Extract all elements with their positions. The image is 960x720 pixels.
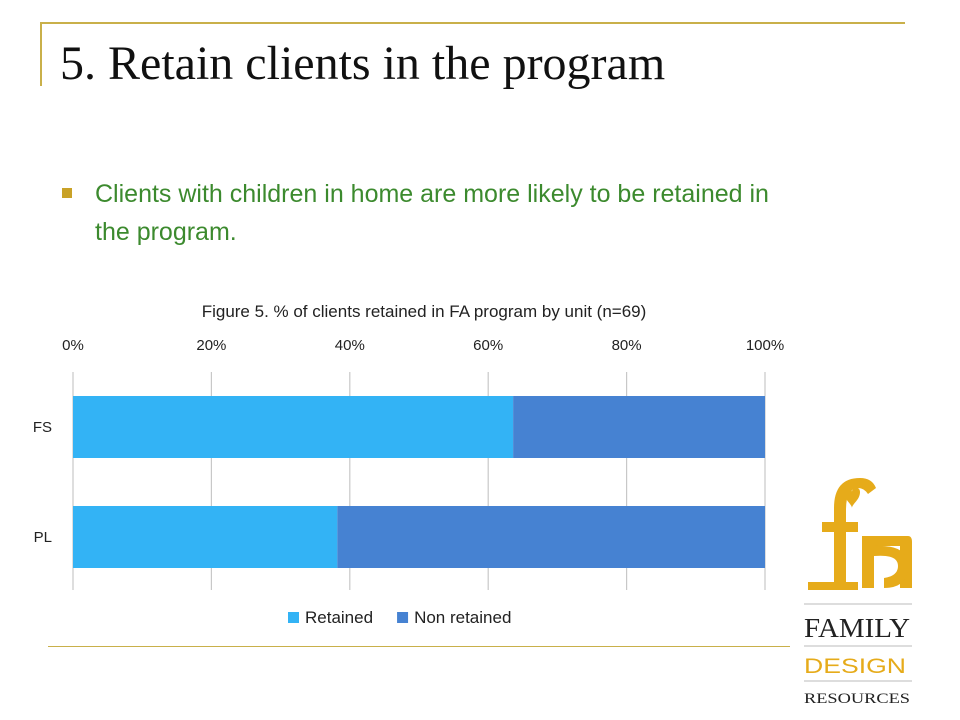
fdr-monogram-icon [808, 478, 912, 590]
logo-word-resources: RESOURCES [804, 691, 910, 707]
x-tick-label: 20% [196, 337, 226, 354]
family-design-resources-logo: FAMILY DESIGN RESOURCES [804, 478, 912, 707]
legend-label: Retained [305, 608, 373, 627]
x-tick-label: 80% [612, 337, 642, 354]
footer-rule [48, 646, 790, 647]
x-tick-label: 60% [473, 337, 503, 354]
legend-swatch [288, 612, 299, 623]
x-tick-label: 100% [746, 337, 784, 354]
bar-fs-non-retained [513, 396, 765, 458]
x-tick-label: 0% [62, 337, 84, 354]
y-category-label: PL [34, 529, 52, 546]
bar-pl-non-retained [337, 506, 765, 568]
x-tick-label: 40% [335, 337, 365, 354]
chart-title: Figure 5. % of clients retained in FA pr… [202, 302, 647, 321]
title-rule-top [40, 22, 905, 24]
slide-title: 5. Retain clients in the program [60, 37, 666, 90]
bullet-text: Clients with children in home are more l… [95, 180, 769, 246]
legend-swatch [397, 612, 409, 623]
y-category-label: FS [33, 419, 52, 436]
bar-pl-retained [73, 506, 338, 568]
logo-word-family: FAMILY [804, 613, 910, 643]
logo-word-design: DESIGN [804, 655, 906, 678]
title-rule-left [40, 22, 42, 86]
bullet-square-icon [62, 188, 72, 198]
legend-label: Non retained [414, 608, 511, 627]
bar-fs-retained [73, 396, 514, 458]
